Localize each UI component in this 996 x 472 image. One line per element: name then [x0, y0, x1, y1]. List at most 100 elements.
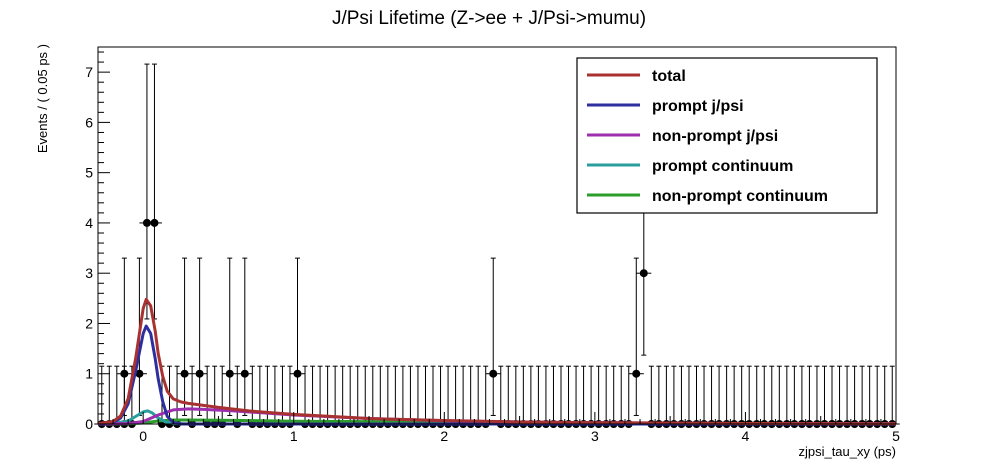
data-point — [658, 365, 674, 428]
data-point — [576, 365, 592, 428]
legend-entry: total — [587, 68, 686, 85]
data-point — [500, 365, 516, 428]
data-point — [869, 365, 885, 428]
data-point — [568, 365, 584, 428]
data-point — [854, 365, 870, 428]
data-point — [274, 365, 290, 428]
data-point — [832, 365, 848, 428]
data-point — [877, 365, 893, 428]
data-point — [749, 365, 765, 428]
legend-label: total — [652, 68, 686, 85]
legend-entry: non-prompt continuum — [587, 188, 828, 205]
data-point — [643, 365, 659, 428]
legend-label: non-prompt j/psi — [652, 128, 778, 145]
data-point — [786, 365, 802, 428]
data-point — [192, 257, 208, 416]
legend-entry: prompt j/psi — [587, 98, 744, 115]
x-tick-label: 4 — [742, 428, 750, 444]
x-tick-label: 0 — [139, 428, 147, 444]
data-point — [463, 365, 479, 428]
data-point — [177, 257, 193, 416]
data-point — [485, 257, 501, 416]
data-point — [711, 365, 727, 428]
data-point — [259, 365, 275, 428]
data-point — [252, 365, 268, 428]
y-tick-label: 0 — [85, 416, 93, 432]
data-point — [146, 63, 162, 320]
data-point — [591, 365, 607, 428]
data-point — [726, 365, 742, 428]
axis-layer: 0 1 2 3 4 5 0 1 2 3 4 5 6 7 — [85, 46, 900, 444]
data-point — [839, 365, 855, 428]
legend-label: prompt continuum — [652, 158, 793, 175]
data-point — [523, 365, 539, 428]
data-point — [666, 365, 682, 428]
data-point — [440, 365, 456, 428]
y-tick-label: 2 — [85, 315, 93, 331]
y-axis-label: Events / ( 0.05 ps ) — [35, 44, 50, 153]
x-tick-label: 5 — [892, 428, 900, 444]
series-line-total — [97, 297, 897, 426]
legend-label: prompt j/psi — [652, 98, 744, 115]
data-point — [734, 365, 750, 428]
data-point — [801, 365, 817, 428]
data-point — [704, 365, 720, 428]
data-point — [681, 365, 697, 428]
x-tick-label: 2 — [440, 428, 448, 444]
data-point — [116, 257, 132, 416]
data-point — [530, 365, 546, 428]
x-axis-label: zjpsi_tau_xy (ps) — [798, 444, 896, 459]
data-point — [267, 365, 283, 428]
legend: total prompt j/psi non-prompt j/psi prompt … — [576, 57, 878, 214]
data-point — [794, 365, 810, 428]
y-tick-label: 3 — [85, 265, 93, 281]
y-tick-label: 4 — [85, 215, 93, 231]
data-point — [884, 365, 900, 428]
data-point — [764, 365, 780, 428]
legend-entry: prompt continuum — [587, 158, 793, 175]
data-point — [327, 365, 343, 428]
data-point — [824, 365, 840, 428]
data-point — [508, 365, 524, 428]
data-point — [809, 365, 825, 428]
data-point — [312, 365, 328, 428]
data-point — [94, 365, 110, 428]
data-point — [583, 365, 599, 428]
chart-title: J/Psi Lifetime (Z->ee + J/Psi->mumu) — [332, 8, 646, 29]
data-point — [741, 365, 757, 428]
data-point — [553, 365, 569, 428]
data-point — [433, 365, 449, 428]
data-point — [561, 365, 577, 428]
data-point — [613, 365, 629, 428]
data-point — [139, 63, 155, 320]
data-point — [651, 365, 667, 428]
data-point — [628, 257, 644, 416]
legend-entry: non-prompt j/psi — [587, 128, 778, 145]
data-point — [320, 365, 336, 428]
data-point — [455, 365, 471, 428]
data-point — [290, 257, 305, 416]
data-point — [448, 365, 464, 428]
data-point — [719, 365, 735, 428]
data-point — [237, 257, 253, 416]
legend-label: non-prompt continuum — [652, 188, 828, 205]
data-point — [696, 365, 712, 428]
data-point — [756, 365, 772, 428]
data-point — [673, 365, 689, 428]
data-point — [470, 365, 486, 428]
y-tick-label: 5 — [85, 165, 93, 181]
data-point — [862, 365, 878, 428]
plot-frame — [97, 46, 897, 425]
data-point — [771, 365, 787, 428]
x-tick-label: 3 — [591, 428, 599, 444]
data-point — [545, 365, 561, 428]
data-point — [689, 365, 704, 428]
data-point — [538, 365, 554, 428]
y-tick-label: 1 — [85, 366, 93, 382]
data-point — [779, 365, 795, 428]
data-point — [606, 365, 622, 428]
y-tick-label: 7 — [85, 64, 93, 80]
data-point — [515, 365, 531, 428]
y-tick-label: 6 — [85, 114, 93, 130]
